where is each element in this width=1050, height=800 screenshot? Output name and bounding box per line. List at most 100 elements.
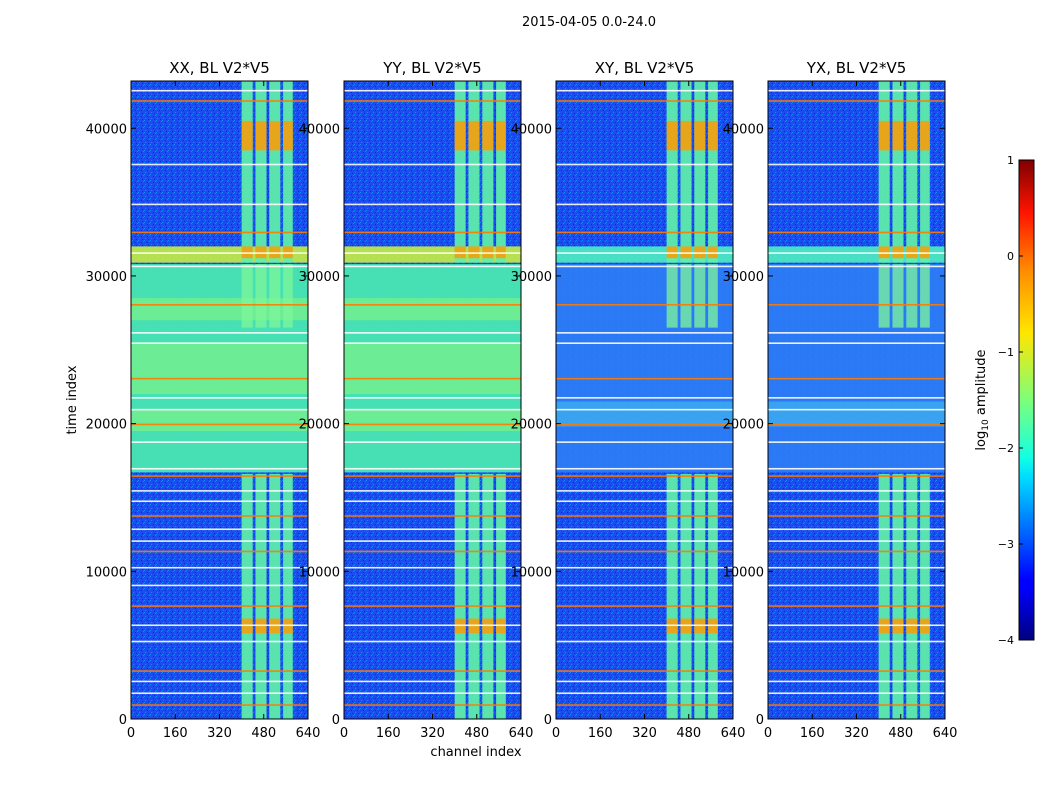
flagged-time-row	[344, 680, 521, 683]
x-tick-label: 0	[552, 726, 560, 741]
flagged-time-row	[556, 528, 733, 531]
rfi-segment	[241, 81, 253, 263]
flagged-time-row	[344, 692, 521, 695]
x-tick-label: 640	[296, 726, 321, 741]
rfi-hot-patch	[920, 120, 930, 151]
x-tick-label: 320	[420, 726, 445, 741]
flagged-time-row	[768, 640, 945, 643]
flagged-time-row	[768, 163, 945, 166]
rfi-segment	[482, 81, 494, 263]
flagged-time-row	[344, 342, 521, 345]
y-tick-label: 40000	[511, 122, 552, 137]
flagged-time-row	[131, 605, 308, 607]
rfi-segment	[468, 81, 480, 263]
colorbar-tick-label: −1	[998, 346, 1014, 359]
colorbar-tick-label: 1	[1007, 154, 1014, 167]
x-tick-label: 640	[933, 726, 958, 741]
flagged-time-row	[768, 704, 945, 706]
flagged-time-row	[344, 203, 521, 206]
rfi-segment	[482, 473, 494, 719]
rfi-hot-patch	[241, 120, 253, 151]
rfi-hot-patch	[283, 120, 293, 151]
y-tick-label: 0	[119, 713, 127, 728]
flagged-time-row	[131, 528, 308, 531]
x-tick-label: 0	[340, 726, 348, 741]
flagged-time-row	[556, 332, 733, 334]
rfi-segment	[283, 264, 293, 328]
flagged-time-row	[131, 231, 308, 234]
flagged-time-row	[768, 540, 945, 542]
rfi-hot-patch	[269, 120, 281, 151]
rfi-segment	[283, 473, 293, 719]
rfi-segment	[241, 264, 253, 328]
rfi-hot-patch	[878, 120, 890, 151]
flagged-time-row	[131, 680, 308, 683]
flagged-time-row	[768, 408, 945, 411]
rfi-hot-patch	[680, 120, 692, 151]
flagged-time-row	[556, 680, 733, 683]
flagged-time-row	[344, 550, 521, 553]
flagged-time-row	[344, 89, 521, 92]
rfi-hot-patch	[666, 120, 678, 151]
x-tick-label: 320	[207, 726, 232, 741]
heatmap-day-region	[768, 264, 945, 473]
flagged-time-row	[768, 500, 945, 503]
flagged-time-row	[768, 397, 945, 399]
figure-suptitle: 2015-04-05 0.0-24.0	[522, 15, 656, 30]
y-tick-label: 0	[756, 713, 764, 728]
flagged-time-row	[768, 332, 945, 334]
flagged-time-row	[768, 680, 945, 683]
rfi-segment	[666, 473, 678, 719]
rfi-segment	[680, 264, 692, 328]
flagged-time-row	[344, 670, 521, 672]
flagged-time-row	[131, 377, 308, 380]
rfi-hot-patch	[255, 120, 267, 151]
flagged-time-row	[344, 163, 521, 166]
rfi-segment	[878, 473, 890, 719]
flagged-time-row	[556, 252, 733, 254]
colorbar-label: log10 amplitude	[974, 349, 991, 450]
rfi-segment	[708, 81, 718, 263]
flagged-time-row	[768, 467, 945, 470]
rfi-segment	[906, 473, 918, 719]
rfi-segment	[680, 473, 692, 719]
flagged-time-row	[768, 304, 945, 306]
flagged-time-row	[768, 100, 945, 102]
flagged-time-row	[556, 441, 733, 443]
rfi-segment	[694, 81, 706, 263]
colorbar-tick-label: −3	[998, 538, 1014, 551]
flagged-time-row	[344, 624, 521, 627]
y-tick-label: 10000	[299, 565, 340, 580]
flagged-time-row	[556, 423, 733, 426]
flagged-time-row	[131, 670, 308, 672]
rfi-segment	[920, 473, 930, 719]
x-tick-label: 480	[676, 726, 701, 741]
heatmap-day-region	[556, 264, 733, 473]
rfi-segment	[708, 264, 718, 328]
flagged-time-row	[131, 540, 308, 542]
rfi-segment	[241, 473, 253, 719]
flagged-time-row	[344, 566, 521, 569]
heatmap-strong-band	[344, 246, 521, 263]
y-tick-label: 30000	[723, 270, 764, 285]
colorbar-tick-label: 0	[1007, 250, 1014, 263]
panel-title: XX, BL V2*V5	[169, 59, 270, 77]
panel-title: YX, BL V2*V5	[806, 59, 907, 77]
heatmap-bright-band	[131, 408, 308, 432]
heatmap-bright-band	[768, 401, 945, 427]
x-tick-label: 320	[844, 726, 869, 741]
rfi-segment	[892, 473, 904, 719]
flagged-time-row	[344, 408, 521, 411]
flagged-time-row	[344, 397, 521, 399]
colorbar-tick-label: −4	[998, 634, 1014, 647]
flagged-time-row	[131, 100, 308, 102]
flagged-time-row	[344, 500, 521, 503]
rfi-hot-patch	[694, 120, 706, 151]
y-tick-label: 30000	[511, 270, 552, 285]
flagged-time-row	[131, 475, 308, 477]
flagged-time-row	[344, 584, 521, 587]
rfi-segment	[269, 473, 281, 719]
colorbar: log10 amplitude 1 0 −1 −2 −3 −4	[974, 154, 1035, 647]
flagged-time-row	[556, 163, 733, 166]
